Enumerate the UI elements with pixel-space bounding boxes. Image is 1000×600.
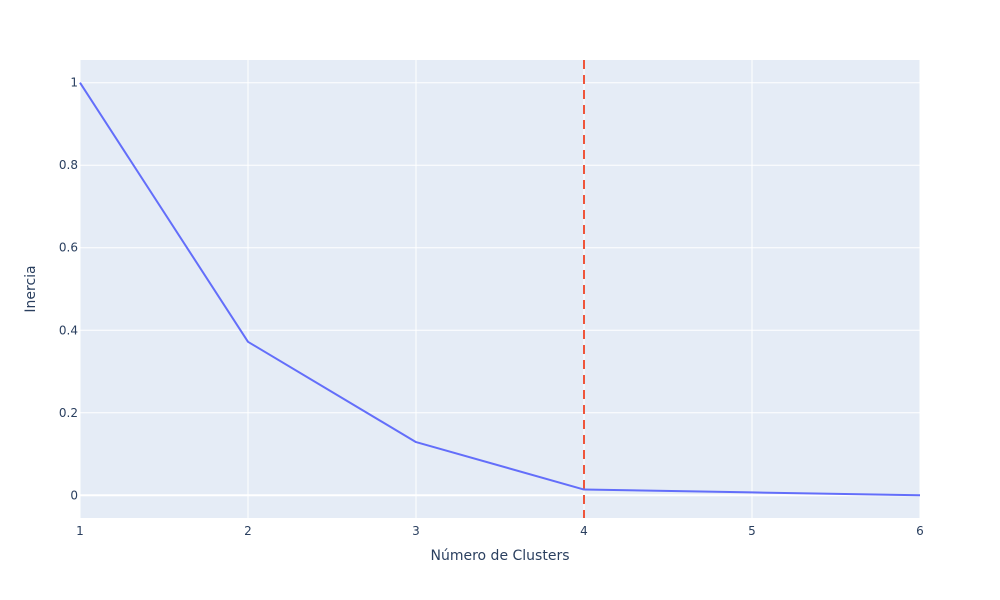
y-tick-label: 0.2 <box>59 406 78 420</box>
y-tick-label: 1 <box>70 76 78 90</box>
series-group <box>79 82 921 497</box>
y-gridlines <box>80 82 920 497</box>
y-tick-labels: 0 0.2 0.4 0.6 0.8 1 <box>59 76 78 503</box>
series-line <box>79 82 921 497</box>
x-tick-label: 4 <box>580 524 588 538</box>
x-axis-title: Número de Clusters <box>431 548 570 564</box>
y-tick-label: 0.6 <box>59 241 78 255</box>
x-tick-labels: 1 2 3 4 5 6 <box>76 524 924 538</box>
y-tick-label: 0 <box>70 488 78 502</box>
y-tick-label: 0.4 <box>59 323 78 337</box>
x-tick-label: 6 <box>916 524 924 538</box>
plot-background <box>80 60 920 518</box>
x-tick-label: 5 <box>748 524 756 538</box>
y-tick-label: 0.8 <box>59 158 78 172</box>
x-tick-label: 2 <box>244 524 252 538</box>
x-tick-label: 3 <box>412 524 420 538</box>
x-tick-label: 1 <box>76 524 84 538</box>
y-axis-title: Inercia <box>23 265 39 312</box>
